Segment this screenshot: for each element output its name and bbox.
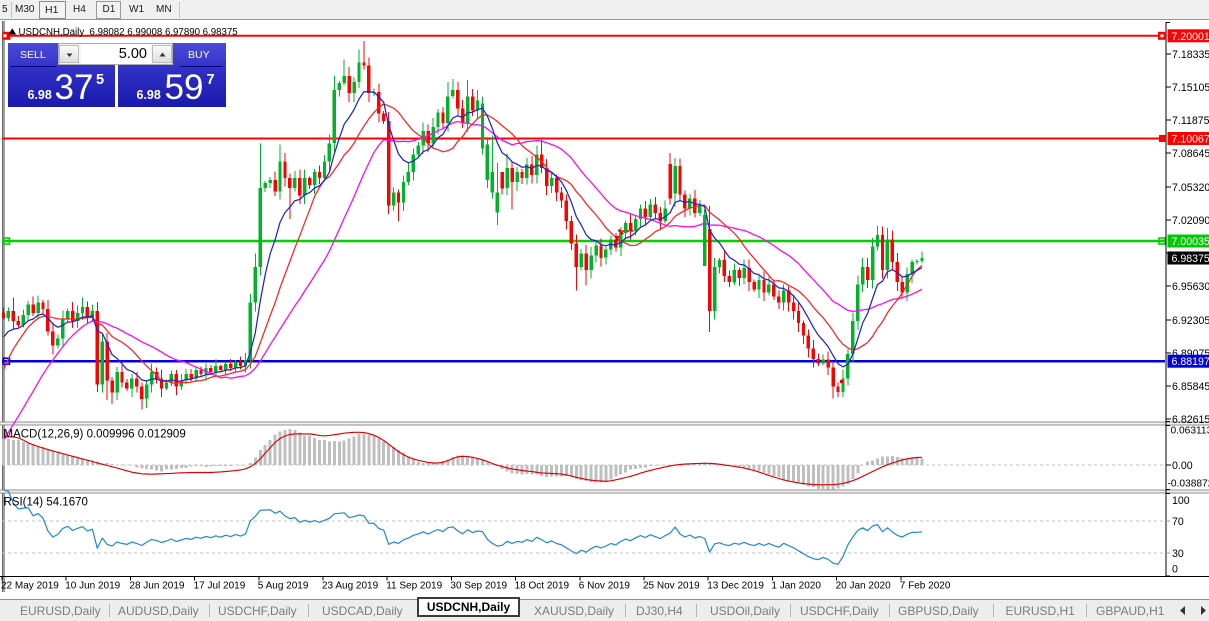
svg-text:6 Nov 2019: 6 Nov 2019 [579, 581, 631, 592]
svg-text:6.95630: 6.95630 [1172, 281, 1209, 293]
svg-text:6.92305: 6.92305 [1172, 315, 1209, 327]
svg-text:6.85845: 6.85845 [1172, 381, 1209, 393]
svg-text:6.82615: 6.82615 [1172, 414, 1209, 426]
svg-text:5 Aug 2019: 5 Aug 2019 [258, 581, 309, 592]
svg-text:7.11875: 7.11875 [1172, 115, 1209, 127]
svg-text:7.08645: 7.08645 [1172, 148, 1209, 160]
svg-text:7 Feb 2020: 7 Feb 2020 [900, 581, 951, 592]
svg-text:RSI(14) 54.1670: RSI(14) 54.1670 [4, 497, 88, 509]
svg-text:7.15105: 7.15105 [1172, 82, 1209, 94]
svg-text:20 Jan 2020: 20 Jan 2020 [836, 581, 891, 592]
svg-text:30 Sep 2019: 30 Sep 2019 [450, 581, 507, 592]
svg-text:1 Jan 2020: 1 Jan 2020 [771, 581, 821, 592]
svg-text:0: 0 [1172, 564, 1178, 576]
svg-text:7.10067: 7.10067 [1172, 134, 1209, 146]
svg-text:-0.038872: -0.038872 [1168, 478, 1209, 489]
svg-text:7.02090: 7.02090 [1172, 215, 1209, 227]
svg-text:18 Oct 2019: 18 Oct 2019 [515, 581, 570, 592]
svg-text:7.20001: 7.20001 [1172, 31, 1209, 43]
svg-text:7.18335: 7.18335 [1172, 49, 1209, 61]
svg-text:70: 70 [1172, 516, 1184, 528]
svg-text:MACD(12,26,9) 0.009996 0.01290: MACD(12,26,9) 0.009996 0.012909 [4, 429, 186, 441]
svg-text:17 Jul 2019: 17 Jul 2019 [194, 581, 246, 592]
svg-text:25 Nov 2019: 25 Nov 2019 [643, 581, 700, 592]
svg-text:0.063113: 0.063113 [1171, 426, 1209, 437]
svg-text:6.98375: 6.98375 [1172, 253, 1209, 265]
svg-text:USDCNH,Daily 6.98082 6.99008: USDCNH,Daily 6.98082 6.99008 6.97890 6.9… [19, 27, 238, 38]
svg-text:28 Jun 2019: 28 Jun 2019 [129, 581, 184, 592]
svg-text:0.00: 0.00 [1172, 460, 1193, 472]
svg-text:22 May 2019: 22 May 2019 [1, 581, 59, 592]
svg-text:11 Sep 2019: 11 Sep 2019 [386, 581, 442, 592]
svg-text:7.05320: 7.05320 [1172, 182, 1209, 194]
svg-text:10 Jun 2019: 10 Jun 2019 [65, 581, 120, 592]
svg-text:6.88197: 6.88197 [1172, 356, 1209, 368]
svg-text:100: 100 [1172, 495, 1190, 507]
svg-text:13 Dec 2019: 13 Dec 2019 [707, 581, 764, 592]
svg-text:23 Aug 2019: 23 Aug 2019 [322, 581, 379, 592]
svg-text:7.00035: 7.00035 [1172, 236, 1209, 248]
svg-text:30: 30 [1172, 548, 1184, 560]
